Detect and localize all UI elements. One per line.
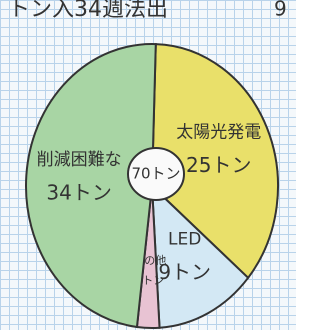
chart: トン入34週法出 9 太陽光発電25トンLED9トンその他2トン削減困難な34ト… [0, 0, 296, 330]
slice-label: 太陽光発電 [176, 123, 261, 143]
value-label: 25トン [186, 153, 251, 177]
corner-text: 9 [274, 0, 287, 21]
slice-label: LED [168, 230, 201, 250]
total-label: 70トン [131, 165, 180, 183]
slice-label: 削減困難な [37, 150, 122, 170]
chart-title: トン入34週法出 [8, 0, 168, 22]
value-label: 34トン [46, 180, 111, 204]
